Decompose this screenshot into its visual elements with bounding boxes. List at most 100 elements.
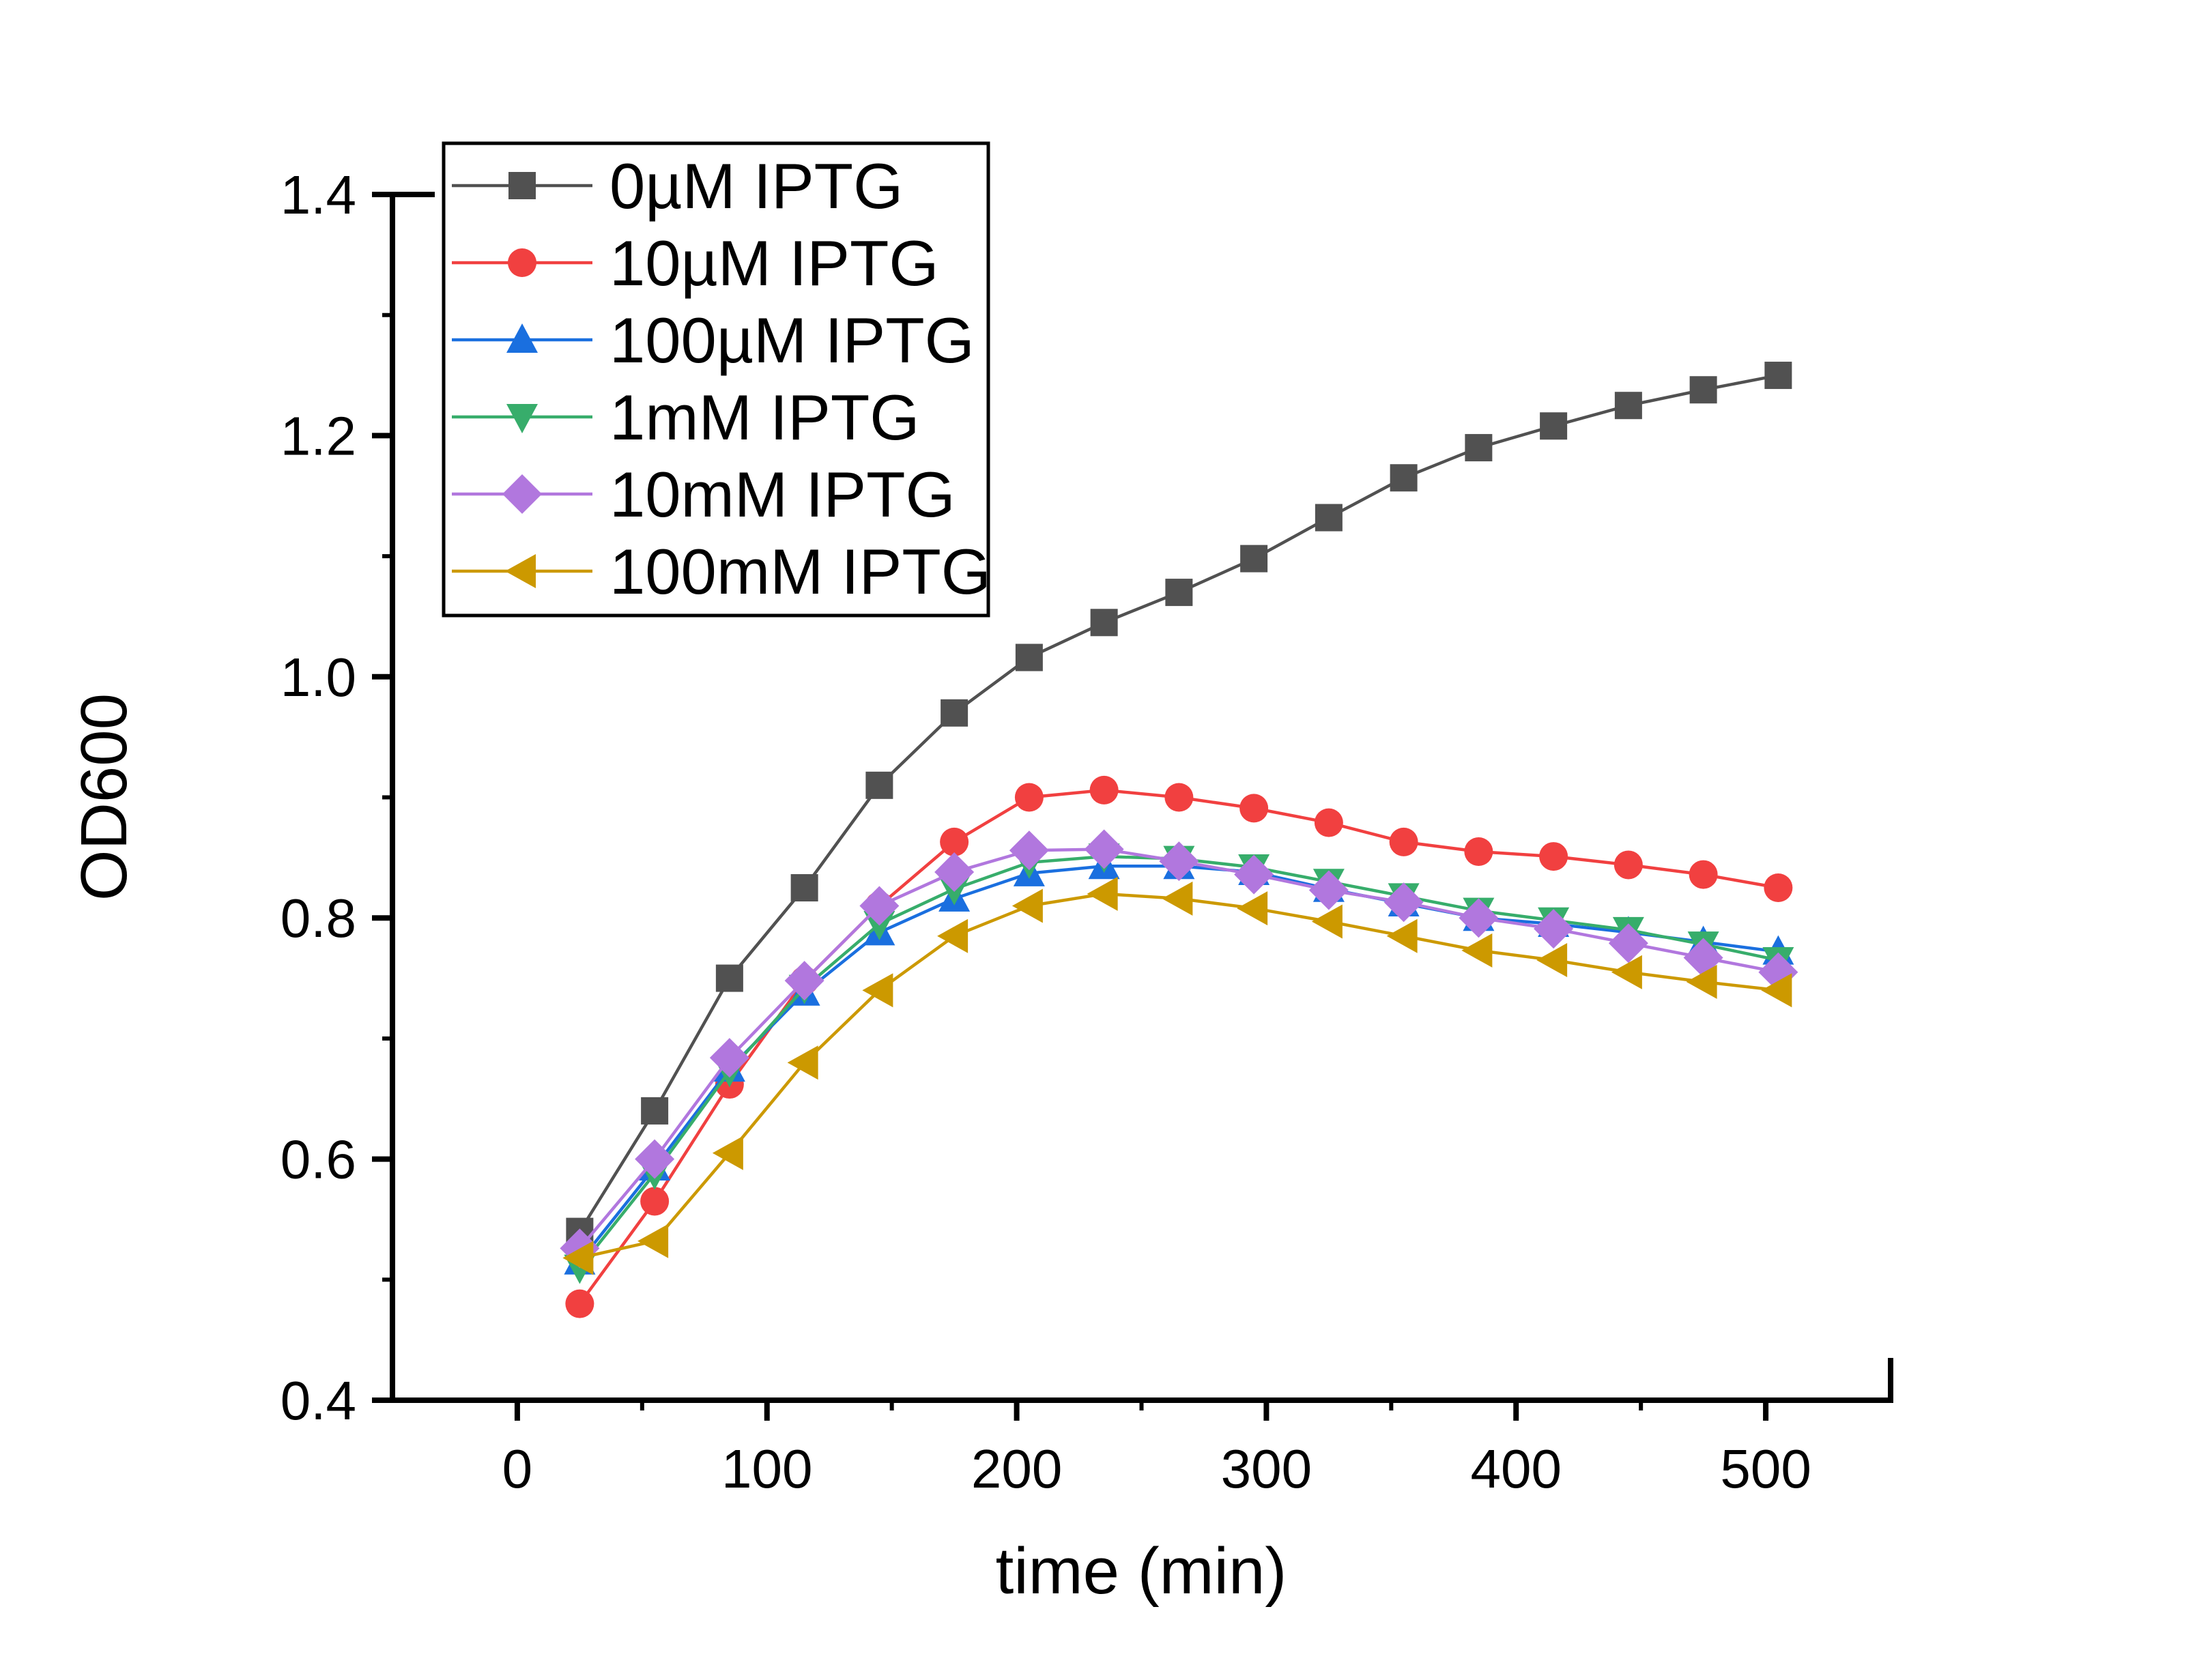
data-point-marker	[1009, 830, 1049, 871]
data-point-marker	[1461, 933, 1493, 968]
data-point-marker	[1012, 888, 1043, 923]
data-point-marker	[863, 911, 895, 941]
legend-item: 1mM IPTG	[452, 381, 919, 453]
series-100mM-IPTG	[562, 876, 1792, 1275]
data-point-marker	[787, 1045, 818, 1080]
data-point-marker	[859, 886, 900, 926]
data-point-marker	[709, 1038, 749, 1078]
data-point-marker	[1383, 882, 1424, 923]
data-point-marker	[1084, 829, 1124, 869]
data-point-marker	[641, 1097, 669, 1125]
data-point-marker	[937, 918, 969, 953]
data-point-marker	[1237, 891, 1268, 926]
legend-marker	[502, 474, 542, 514]
data-point-marker	[1087, 876, 1118, 911]
series-line	[578, 848, 1779, 1249]
data-point-marker	[1464, 837, 1493, 867]
x-tick-label: 300	[1221, 1438, 1312, 1499]
data-point-marker	[1090, 609, 1118, 637]
legend-marker	[505, 554, 536, 588]
series-line	[579, 892, 1779, 1260]
data-point-marker	[1689, 860, 1718, 889]
data-point-marker	[1015, 643, 1043, 671]
data-point-marker	[940, 827, 969, 856]
legend-item: 100mM IPTG	[452, 536, 991, 607]
data-point-marker	[565, 1289, 594, 1318]
data-point-marker	[862, 973, 893, 1008]
data-point-marker	[1014, 783, 1044, 812]
y-tick-label: 1.4	[281, 164, 356, 225]
data-point-marker	[1608, 923, 1648, 964]
x-tick-label: 100	[721, 1438, 812, 1499]
axis-layer: 0.4 0.6 0.8 1.0 1.2 1.4 0 100 200 300 400 500	[281, 164, 1893, 1499]
data-point-marker	[1536, 943, 1568, 978]
data-point-marker	[1234, 854, 1274, 895]
legend-label: 1mM IPTG	[609, 381, 919, 453]
data-point-marker	[715, 964, 743, 992]
data-point-marker	[1459, 898, 1499, 938]
data-point-marker	[640, 1187, 670, 1216]
legend-item: 10mM IPTG	[452, 459, 956, 530]
legend-label: 100mM IPTG	[609, 536, 991, 607]
legend-box	[442, 141, 990, 618]
x-tick-label: 0	[502, 1438, 533, 1499]
series-1mM-IPTG	[564, 843, 1794, 1284]
x-tick-label: 400	[1471, 1438, 1562, 1499]
series-10mM-IPTG	[560, 829, 1798, 1269]
y-tick-label: 1.2	[281, 405, 356, 466]
data-point-marker	[1386, 918, 1418, 953]
y-tick-label: 0.8	[281, 888, 356, 948]
data-point-marker	[1764, 362, 1792, 390]
series-line	[578, 854, 1779, 1269]
x-axis-title: time (min)	[996, 1535, 1287, 1608]
data-point-marker	[1162, 881, 1193, 916]
y-tick-label: 0.4	[281, 1370, 356, 1431]
data-point-marker	[1159, 841, 1199, 882]
data-point-marker	[784, 961, 824, 1001]
data-point-marker	[1614, 392, 1642, 420]
data-point-marker	[934, 852, 975, 893]
data-point-marker	[1534, 909, 1574, 949]
legend-marker	[506, 404, 538, 433]
y-tick-label: 1.0	[281, 647, 356, 708]
data-point-marker	[637, 1223, 669, 1258]
data-point-marker	[1389, 827, 1418, 856]
legend-label: 100µM IPTG	[609, 304, 975, 376]
data-point-marker	[790, 874, 818, 902]
data-point-marker	[1539, 842, 1568, 871]
series-100µM-IPTG	[564, 850, 1794, 1275]
legend-label: 0µM IPTG	[609, 150, 903, 222]
data-point-marker	[1465, 434, 1493, 462]
legend-item: 0µM IPTG	[452, 150, 903, 222]
data-point-marker	[1314, 808, 1343, 837]
data-point-marker	[1613, 850, 1643, 880]
data-point-marker	[1311, 904, 1343, 939]
data-point-marker	[1540, 412, 1568, 440]
x-tick-label: 200	[971, 1438, 1062, 1499]
data-point-marker	[1686, 964, 1717, 999]
data-point-marker	[712, 1135, 743, 1170]
data-point-marker	[1764, 873, 1793, 903]
legend-marker	[508, 172, 536, 199]
data-point-marker	[1165, 579, 1193, 607]
data-point-marker	[1390, 464, 1418, 492]
data-point-marker	[1239, 794, 1269, 823]
data-point-marker	[1611, 955, 1642, 989]
data-point-marker	[1089, 775, 1119, 805]
series-0µM-IPTG	[566, 362, 1792, 1245]
legend-label: 10mM IPTG	[609, 459, 956, 530]
legend-item: 100µM IPTG	[452, 304, 975, 376]
data-point-marker	[1308, 870, 1349, 910]
data-point-marker	[562, 1241, 594, 1275]
data-point-marker	[865, 771, 893, 799]
data-point-marker	[1164, 783, 1194, 812]
data-point-marker	[635, 1139, 675, 1179]
data-point-marker	[1689, 376, 1717, 404]
series-layer	[560, 362, 1798, 1318]
legend-marker	[506, 323, 538, 353]
data-point-marker	[1761, 973, 1792, 1008]
y-axis-title: OD600	[68, 693, 141, 901]
